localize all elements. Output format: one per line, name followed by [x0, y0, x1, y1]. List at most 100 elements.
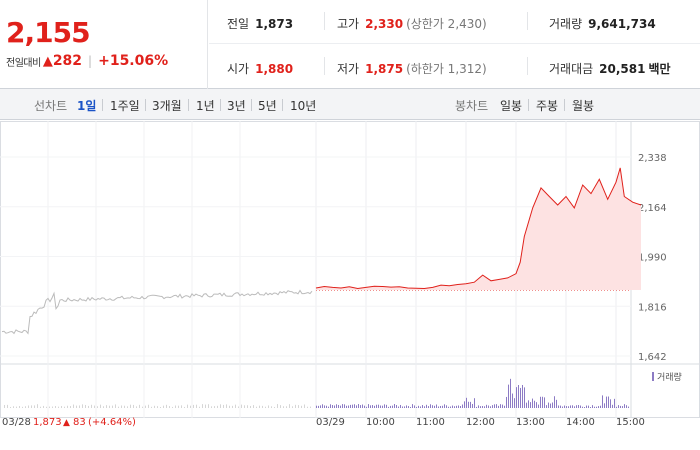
volume-bar — [412, 404, 413, 408]
quote-header: 2,155 전일대비 ▲ 282 | +15.06% 전일 1,873 고가 2,3… — [0, 0, 700, 89]
volume-bar — [552, 402, 553, 408]
volume-bar — [386, 404, 387, 408]
volume-bar — [378, 404, 379, 408]
change-row: 전일대비 ▲ 282 | +15.06% — [6, 53, 168, 69]
volume-bar — [424, 406, 425, 408]
volume-bar — [464, 401, 465, 408]
stats-row-2: 시가 1,880 저가 1,875 (하한가 1,312) 거래대금 20,581 백만 — [209, 45, 700, 89]
volume-bar — [608, 396, 609, 408]
volume-bar — [518, 385, 519, 408]
volume-bar — [178, 405, 179, 408]
volume-bar — [586, 405, 587, 408]
volume-bar — [504, 405, 505, 408]
volume-bar — [604, 403, 605, 408]
volume-bar — [199, 406, 200, 408]
volume-bar — [109, 405, 110, 408]
y-tick-label: 2,164 — [638, 203, 667, 214]
volume-bar — [452, 405, 453, 408]
volume-bar — [241, 404, 242, 408]
volume-bar — [16, 406, 17, 408]
volume-bar — [496, 404, 497, 408]
period-10y[interactable]: 10년 — [290, 99, 317, 113]
volume-bar — [470, 401, 471, 408]
volume-bar — [43, 405, 44, 408]
volume-bar — [584, 406, 585, 408]
volume-bar — [428, 406, 429, 408]
volume-bar — [484, 406, 485, 408]
volume-bar — [626, 405, 627, 408]
volume-bar — [492, 405, 493, 408]
volume-bar — [474, 398, 475, 408]
volume-bar — [187, 404, 188, 408]
volume-bar — [292, 406, 293, 408]
volume-bar — [628, 406, 629, 408]
candle-daily[interactable]: 일봉 — [500, 99, 523, 113]
volume-bar — [4, 404, 5, 408]
stat-low: 저가 1,875 (하한가 1,312) — [337, 62, 487, 76]
volume-bar — [366, 406, 367, 408]
stat-divider — [324, 12, 325, 30]
volume-bar — [442, 405, 443, 408]
volume-bar — [265, 406, 266, 408]
volume-bar — [344, 404, 345, 408]
volume-bar — [516, 387, 517, 408]
period-3y[interactable]: 3년 — [227, 99, 246, 113]
volume-bar — [7, 404, 8, 408]
volume-bar — [382, 405, 383, 408]
volume-bar — [307, 406, 308, 408]
volume-bar — [70, 406, 71, 408]
period-1w[interactable]: 1주일 — [110, 99, 140, 113]
volume-bar — [544, 397, 545, 408]
volume-bar — [127, 406, 128, 408]
volume-bar — [354, 404, 355, 408]
volume-bar — [184, 406, 185, 408]
volume-bar — [49, 406, 50, 408]
volume-bar — [205, 404, 206, 408]
volume-bar — [280, 405, 281, 408]
volume-bar — [338, 404, 339, 408]
volume-bar — [85, 404, 86, 408]
volume-bar — [220, 404, 221, 408]
volume-bar — [488, 405, 489, 408]
current-price: 2,155 — [6, 16, 91, 49]
period-5y[interactable]: 5년 — [258, 99, 277, 113]
volume-bar — [124, 405, 125, 408]
candle-weekly[interactable]: 주봉 — [536, 99, 559, 113]
volume-bar — [606, 396, 607, 408]
period-3m[interactable]: 3개월 — [152, 99, 182, 113]
volume-bar — [542, 396, 543, 408]
toolbar-divider — [282, 99, 283, 111]
stat-divider — [527, 57, 528, 75]
volume-bar — [572, 405, 573, 408]
volume-bar — [502, 404, 503, 408]
volume-bar — [610, 399, 611, 408]
volume-bar — [100, 404, 101, 408]
volume-bar — [253, 405, 254, 408]
volume-bar — [172, 406, 173, 408]
volume-bar — [145, 405, 146, 408]
period-1d[interactable]: 1일 — [77, 99, 97, 113]
x-tick-label: 13:00 — [516, 417, 545, 428]
volume-bar — [166, 404, 167, 408]
change-amount: 282 — [52, 53, 83, 69]
volume-bar — [121, 405, 122, 408]
volume-bar — [316, 405, 317, 408]
volume-bar — [25, 406, 26, 408]
volume-bar — [410, 406, 411, 408]
volume-bar — [392, 405, 393, 408]
volume-bar — [342, 404, 343, 408]
price-line — [315, 167, 642, 290]
volume-bar — [450, 406, 451, 408]
volume-bar — [175, 405, 176, 408]
volume-bar — [330, 404, 331, 408]
volume-bar — [332, 405, 333, 408]
volume-bar — [142, 406, 143, 408]
x-tick-label: 10:00 — [366, 417, 395, 428]
candle-monthly[interactable]: 월봉 — [572, 99, 595, 113]
volume-bar — [562, 406, 563, 408]
volume-bar — [466, 397, 467, 408]
volume-bar — [40, 406, 41, 408]
volume-bar — [388, 406, 389, 408]
period-1y[interactable]: 1년 — [196, 99, 215, 113]
volume-bar — [37, 404, 38, 408]
